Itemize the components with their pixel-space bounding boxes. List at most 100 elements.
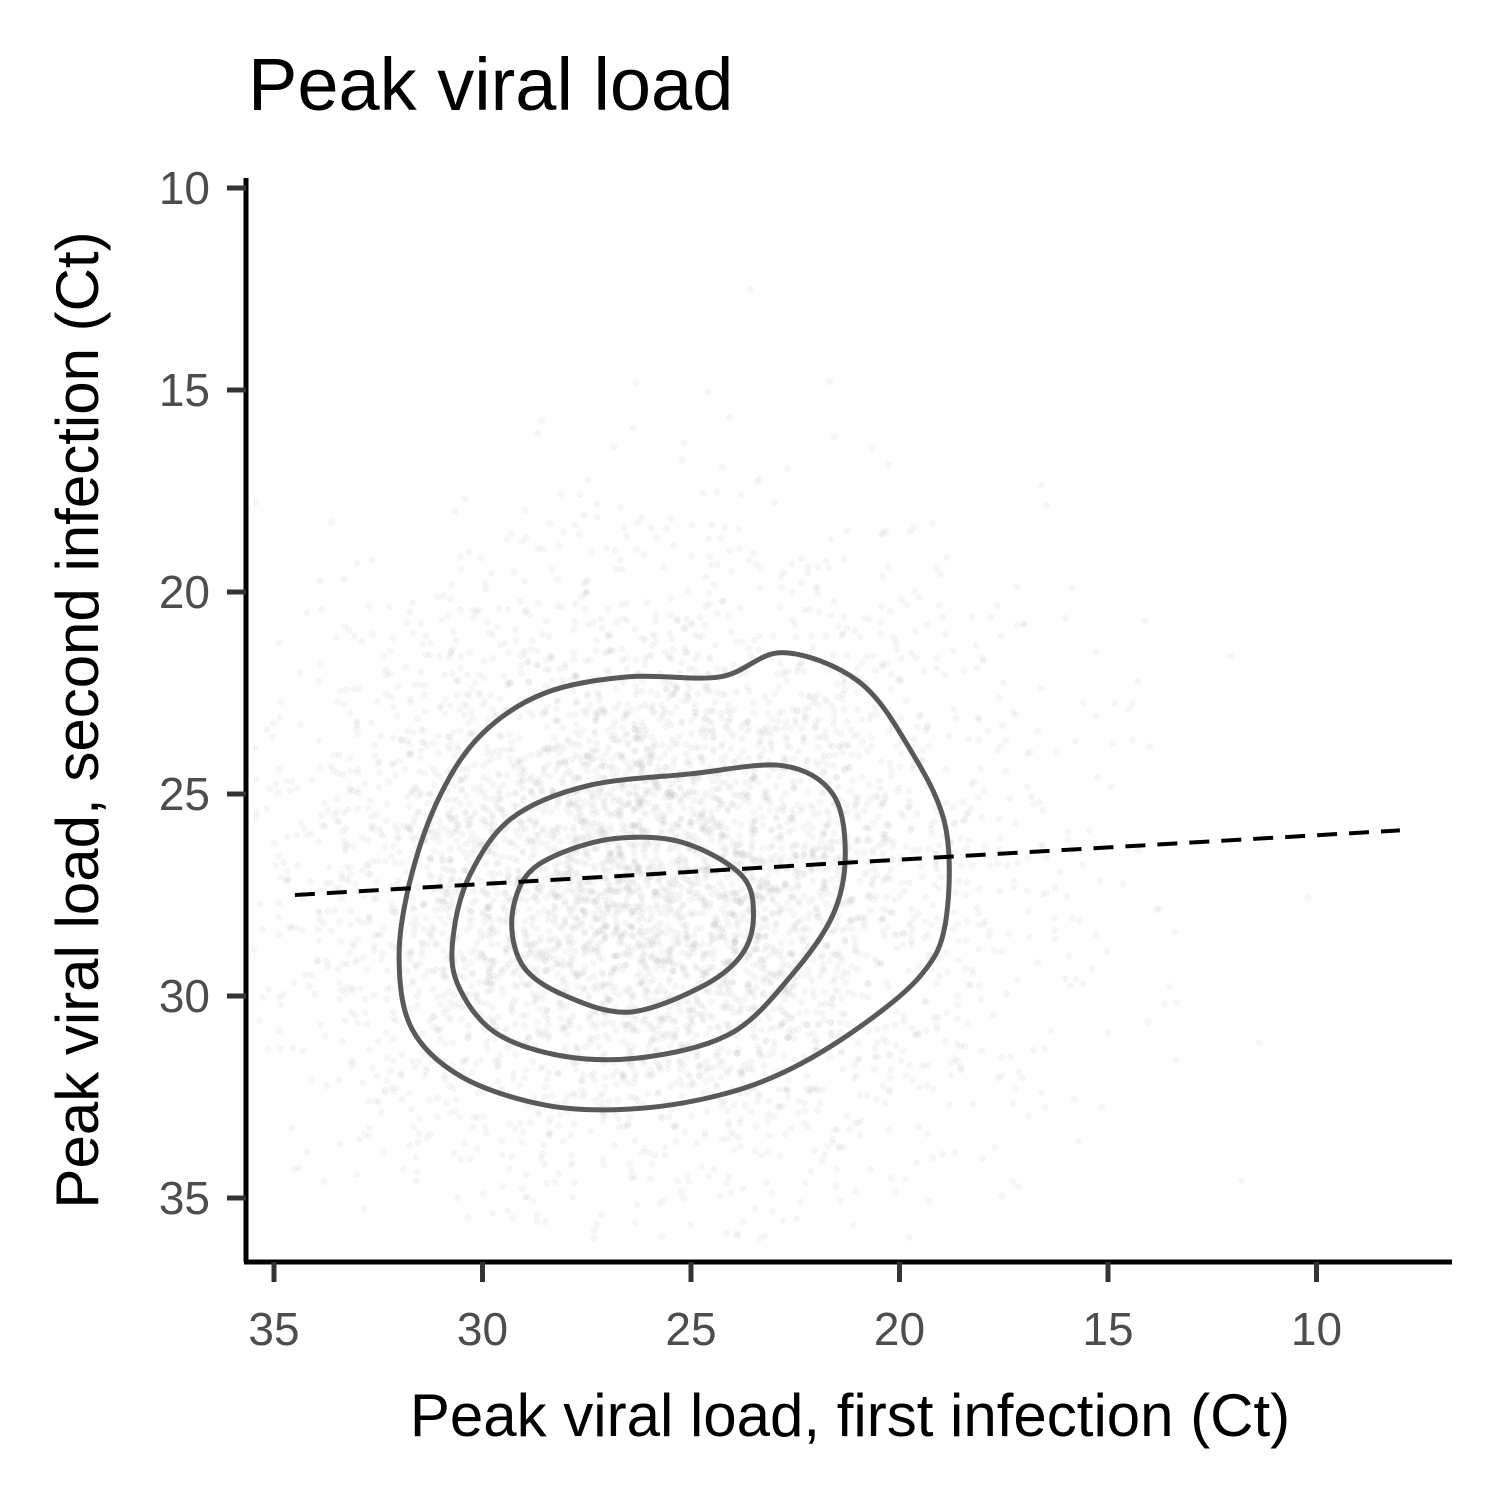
- scatter-point: [441, 1075, 449, 1083]
- scatter-point: [437, 905, 445, 913]
- scatter-point: [624, 739, 632, 746]
- scatter-point: [973, 664, 981, 672]
- scatter-point: [427, 931, 435, 939]
- scatter-point: [847, 726, 855, 734]
- scatter-point: [863, 837, 870, 845]
- scatter-point: [893, 788, 901, 796]
- scatter-point: [640, 809, 648, 817]
- scatter-point: [833, 1165, 841, 1173]
- scatter-point: [481, 931, 489, 939]
- scatter-point: [1020, 620, 1028, 628]
- scatter-point: [759, 821, 767, 829]
- scatter-point: [787, 1124, 795, 1132]
- scatter-point: [779, 671, 787, 679]
- scatter-point: [788, 560, 796, 568]
- scatter-point: [860, 849, 868, 857]
- scatter-point: [924, 722, 932, 730]
- scatter-point: [578, 970, 586, 977]
- scatter-point: [662, 763, 670, 771]
- scatter-point: [548, 566, 556, 574]
- scatter-point: [631, 858, 639, 866]
- scatter-point: [554, 602, 562, 610]
- scatter-point: [962, 964, 970, 972]
- scatter-point: [408, 789, 416, 797]
- scatter-point: [698, 940, 706, 948]
- scatter-point: [874, 1038, 881, 1046]
- scatter-point: [737, 1070, 745, 1077]
- scatter-point: [666, 612, 674, 620]
- scatter-point: [354, 786, 362, 794]
- scatter-point: [512, 802, 520, 810]
- scatter-point: [807, 801, 815, 809]
- scatter-point: [639, 827, 647, 835]
- scatter-point: [616, 556, 624, 564]
- scatter-point: [649, 1026, 656, 1034]
- scatter-point: [686, 1073, 694, 1081]
- scatter-point: [737, 900, 745, 908]
- scatter-point: [527, 1119, 534, 1127]
- scatter-point: [488, 1003, 496, 1011]
- scatter-point: [547, 655, 555, 663]
- scatter-point: [1109, 740, 1117, 748]
- scatter-point: [840, 675, 848, 683]
- scatter-point: [817, 1001, 825, 1009]
- scatter-point: [675, 856, 683, 864]
- scatter-point: [521, 506, 529, 514]
- scatter-point: [324, 806, 332, 814]
- scatter-point: [795, 1097, 803, 1105]
- scatter-point: [487, 987, 495, 994]
- scatter-point: [644, 1020, 652, 1028]
- scatter-point: [551, 905, 559, 913]
- scatter-point: [548, 677, 556, 685]
- scatter-point: [823, 889, 830, 897]
- scatter-point: [717, 832, 725, 840]
- scatter-point: [572, 728, 580, 736]
- scatter-point: [540, 765, 548, 773]
- scatter-point: [757, 751, 765, 759]
- scatter-point: [685, 877, 693, 885]
- scatter-point: [663, 894, 670, 902]
- scatter-point: [481, 978, 489, 986]
- scatter-point: [659, 563, 667, 571]
- scatter-point: [950, 706, 958, 713]
- scatter-point: [638, 1149, 646, 1157]
- scatter-point: [595, 1043, 603, 1051]
- scatter-point: [1020, 621, 1028, 629]
- scatter-point: [915, 1123, 923, 1131]
- scatter-point: [760, 1071, 768, 1078]
- scatter-point: [564, 857, 572, 865]
- scatter-point: [667, 793, 675, 801]
- scatter-point: [592, 929, 600, 937]
- scatter-point: [666, 975, 673, 983]
- scatter-point: [463, 1055, 471, 1063]
- scatter-point: [340, 701, 348, 709]
- scatter-point: [667, 594, 675, 602]
- scatter-point: [488, 755, 496, 763]
- scatter-point: [680, 439, 688, 447]
- scatter-point: [606, 764, 614, 772]
- scatter-point: [815, 715, 823, 723]
- scatter-point: [817, 837, 825, 845]
- scatter-point: [488, 963, 496, 970]
- scatter-point: [819, 769, 827, 777]
- scatter-point: [917, 862, 925, 870]
- scatter-point: [607, 866, 614, 874]
- scatter-point: [585, 737, 593, 745]
- scatter-point: [417, 726, 425, 734]
- scatter-point: [438, 856, 446, 864]
- scatter-point: [729, 800, 737, 808]
- scatter-point: [670, 961, 678, 969]
- scatter-point: [725, 957, 733, 965]
- scatter-point: [603, 886, 611, 894]
- scatter-point: [456, 727, 464, 734]
- scatter-point: [551, 902, 559, 910]
- scatter-point: [658, 1233, 666, 1240]
- scatter-point: [460, 774, 467, 782]
- scatter-point: [724, 983, 732, 991]
- scatter-point: [948, 1058, 956, 1066]
- scatter-point: [469, 899, 477, 907]
- scatter-point: [531, 822, 539, 830]
- scatter-point: [407, 698, 415, 706]
- scatter-point: [611, 546, 619, 554]
- scatter-point: [663, 1029, 671, 1037]
